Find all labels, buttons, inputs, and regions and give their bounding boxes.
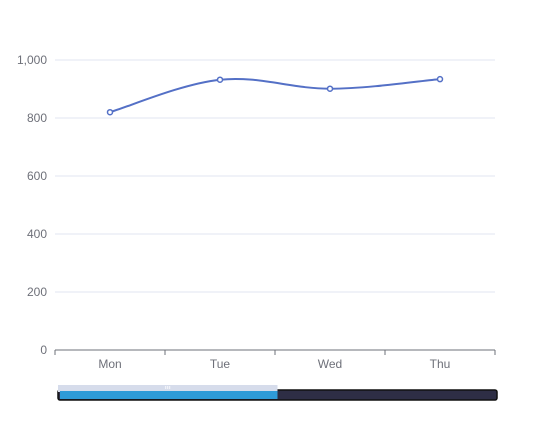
y-tick-label: 400 (27, 227, 47, 241)
y-tick-label: 800 (27, 111, 47, 125)
x-axis: Mon Tue Wed Thu (54, 349, 496, 371)
grid (55, 59, 495, 293)
y-tick-label: 600 (27, 169, 47, 183)
x-tick-label: Tue (210, 357, 231, 371)
data-point[interactable] (106, 108, 114, 116)
y-tick-label: 0 (40, 343, 47, 357)
y-tick-label: 1,000 (17, 53, 47, 67)
y-tick-label: 200 (27, 285, 47, 299)
x-tick-label: Mon (98, 357, 121, 371)
grip-icon[interactable] (165, 386, 171, 389)
zoom-filled-range (60, 391, 278, 399)
data-point[interactable] (216, 76, 224, 83)
x-tick-label: Wed (318, 357, 342, 371)
data-zoom-slider[interactable] (57, 385, 498, 401)
series (106, 75, 444, 116)
data-point[interactable] (436, 75, 444, 83)
y-axis: 0 200 400 600 800 1,000 (17, 53, 47, 357)
series-line (109, 78, 441, 114)
x-tick-label: Thu (430, 357, 451, 371)
data-point[interactable] (326, 85, 334, 92)
